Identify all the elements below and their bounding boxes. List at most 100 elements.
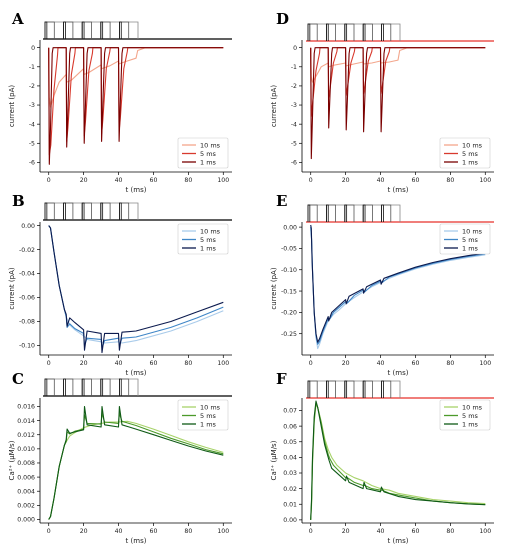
pulse-1ms-1	[307, 204, 311, 222]
pulse-1ms-2	[63, 378, 66, 396]
legend-entry: 5 ms	[462, 150, 479, 158]
y-tick-label: -0.06	[19, 295, 35, 302]
y-tick-label: -1	[29, 64, 35, 71]
pulse-5ms-4	[362, 380, 373, 398]
pulse-1ms-1	[44, 21, 48, 39]
legend-entry: 5 ms	[200, 150, 217, 158]
pulse-5ms-3	[81, 378, 92, 396]
pulse-1ms-4	[100, 378, 104, 396]
pulse-5ms-2	[63, 21, 74, 39]
panel-b: B 0 20 40 60 80 100 0.00 -0.02 -0.04 -0.06 -0.08 -0.…	[8, 192, 232, 377]
x-tick-label: 60	[150, 360, 158, 367]
pulse-5ms-3	[81, 21, 92, 39]
x-tick-label: 60	[150, 177, 158, 184]
pulse-1ms-3	[81, 378, 85, 396]
x-tick-label: 40	[115, 528, 123, 535]
panel-a: A 0 20 40 60 80 100 0 -1 -2 -3 -4 -5 -6 t (ms) current …	[8, 10, 232, 194]
pulse-5ms-1	[44, 378, 55, 396]
pulse-1ms-3	[81, 202, 85, 220]
y-tick-label: 0.05	[283, 439, 297, 446]
y-tick-label: 0.02	[283, 486, 297, 493]
x-tick-label: 40	[377, 528, 385, 535]
pulse-5ms-4	[100, 21, 111, 39]
pulse-5ms-2	[63, 202, 74, 220]
x-tick-label: 40	[377, 360, 385, 367]
series-line-1ms	[48, 405, 224, 520]
pulse-5ms-2	[326, 204, 336, 222]
pulse-1ms-2	[326, 204, 329, 222]
pulse-5ms-5	[381, 23, 392, 41]
legend-entry: 10 ms	[200, 403, 221, 411]
pulse-1ms-4	[362, 380, 366, 398]
y-tick-label: -0.10	[19, 343, 35, 350]
y-tick-label: 0.008	[17, 460, 35, 467]
legend-entry: 5 ms	[200, 236, 217, 244]
panel-label: F	[276, 370, 287, 388]
legend-entry: 10 ms	[462, 403, 483, 411]
series-line-1ms	[310, 224, 486, 343]
y-tick-label: 0.03	[283, 470, 297, 477]
panel-c: C 0 20 40 60 80 100 0.000 0.002 0.004 0.006 0.008 0.…	[8, 370, 232, 545]
y-axis-label: current (pA)	[270, 85, 278, 127]
panel-e: E 0 20 40 60 80 100 0.00 -0.05 -0.10 -0.15 -0.20 -0.…	[270, 192, 494, 377]
pulse-1ms-1	[44, 202, 48, 220]
pulse-5ms-5	[381, 380, 392, 398]
y-tick-label: -2	[29, 83, 35, 90]
legend-entry: 10 ms	[462, 227, 483, 235]
pulse-1ms-5	[119, 202, 122, 220]
panel-label: B	[12, 192, 25, 210]
series-line-1ms	[310, 47, 486, 160]
x-tick-label: 40	[377, 177, 385, 184]
pulse-5ms-5	[119, 21, 130, 39]
y-tick-label: 0.012	[17, 432, 35, 439]
x-tick-label: 100	[217, 177, 229, 184]
x-tick-label: 60	[412, 360, 420, 367]
y-tick-label: -4	[29, 121, 35, 128]
x-tick-label: 100	[479, 360, 491, 367]
y-tick-label: 0.010	[17, 446, 35, 453]
x-axis-label: t (ms)	[388, 369, 409, 377]
pulse-5ms-1	[307, 23, 318, 41]
legend-entry: 1 ms	[200, 420, 217, 428]
y-tick-label: -0.05	[281, 246, 297, 253]
y-axis-label: current (pA)	[8, 85, 16, 127]
legend-entry: 10 ms	[200, 141, 221, 149]
panel-label: A	[11, 10, 24, 28]
y-tick-label: -1	[291, 64, 297, 71]
legend-entry: 5 ms	[200, 412, 217, 420]
pulse-5ms-5	[119, 202, 130, 220]
y-axis-label: Ca²⁺ (μM/s)	[270, 440, 278, 480]
y-tick-label: -5	[291, 141, 297, 148]
x-tick-label: 80	[446, 360, 454, 367]
pulse-5ms-3	[344, 23, 355, 41]
y-axis-label: Ca²⁺ (μM/s)	[8, 440, 16, 480]
x-tick-label: 60	[150, 528, 158, 535]
pulse-1ms-5	[381, 380, 384, 398]
y-tick-label: 0.00	[283, 517, 297, 524]
pulse-1ms-3	[344, 204, 348, 222]
y-tick-label: -3	[29, 102, 35, 109]
pulse-5ms-3	[81, 202, 92, 220]
y-tick-label: 0.04	[283, 455, 297, 462]
panel-f: F 0 20 40 60 80 100 0.00 0.01 0.02 0.03 0.04 0.05 0.0…	[270, 370, 494, 545]
pulse-1ms-5	[119, 378, 122, 396]
x-tick-label: 0	[309, 177, 313, 184]
x-tick-label: 100	[479, 528, 491, 535]
x-tick-label: 100	[479, 177, 491, 184]
x-tick-label: 80	[184, 360, 192, 367]
pulse-1ms-2	[326, 23, 329, 41]
series-line-10ms	[310, 47, 486, 83]
x-axis-label: t (ms)	[126, 186, 147, 194]
pulse-1ms-2	[63, 202, 66, 220]
y-tick-label: -0.15	[281, 288, 297, 295]
pulse-1ms-5	[119, 21, 122, 39]
x-tick-label: 0	[309, 528, 313, 535]
pulse-5ms-2	[326, 380, 336, 398]
x-tick-label: 40	[115, 360, 123, 367]
x-tick-label: 80	[446, 528, 454, 535]
legend-entry: 1 ms	[462, 244, 479, 252]
y-tick-label: 0.06	[283, 423, 297, 430]
x-axis-label: t (ms)	[126, 537, 147, 545]
pulse-5ms-3	[344, 204, 355, 222]
